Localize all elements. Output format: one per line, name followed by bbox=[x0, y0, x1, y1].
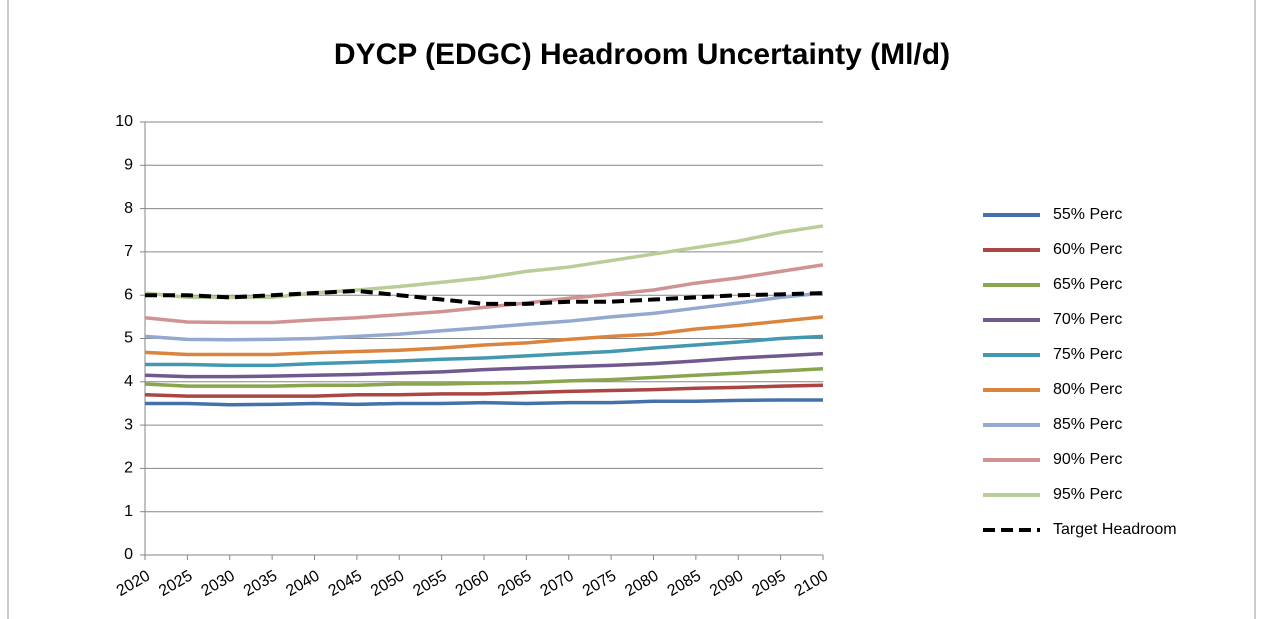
x-tick-label: 2065 bbox=[495, 567, 534, 600]
series-line bbox=[144, 224, 824, 300]
y-tick-label: 0 bbox=[124, 546, 133, 563]
x-tick-label: 2060 bbox=[453, 567, 492, 600]
x-tick-label: 2095 bbox=[749, 567, 788, 600]
x-tick-label: 2100 bbox=[792, 567, 831, 600]
series-line bbox=[144, 351, 824, 379]
legend-label: 70% Perc bbox=[1053, 311, 1122, 328]
x-tick-label: 2020 bbox=[114, 567, 153, 600]
y-tick-label: 4 bbox=[124, 373, 133, 390]
x-tick-label: 2090 bbox=[707, 567, 746, 600]
series-line bbox=[144, 383, 824, 398]
legend-label: 90% Perc bbox=[1053, 451, 1122, 468]
chart-title: DYCP (EDGC) Headroom Uncertainty (Ml/d) bbox=[334, 38, 950, 71]
x-tick-label: 2045 bbox=[326, 567, 365, 600]
y-tick-label: 3 bbox=[124, 416, 133, 433]
series-line bbox=[145, 334, 824, 368]
x-tick-label: 2030 bbox=[199, 567, 238, 600]
x-tick-label: 2070 bbox=[538, 567, 577, 600]
x-tick-label: 2035 bbox=[241, 567, 280, 600]
y-tick-label: 5 bbox=[124, 330, 133, 347]
legend-label: 85% Perc bbox=[1053, 416, 1122, 433]
series-line bbox=[145, 288, 824, 306]
x-tick-label: 2080 bbox=[622, 567, 661, 600]
series-line bbox=[144, 315, 824, 357]
y-tick-label: 8 bbox=[124, 200, 133, 217]
y-tick-label: 9 bbox=[124, 157, 133, 174]
x-tick-label: 2085 bbox=[665, 567, 704, 600]
legend-label: 80% Perc bbox=[1053, 381, 1122, 398]
x-tick-label: 2055 bbox=[410, 567, 449, 600]
series-line bbox=[144, 263, 824, 325]
series-line bbox=[144, 367, 824, 388]
x-tick-label: 2050 bbox=[368, 567, 407, 600]
legend-label: 60% Perc bbox=[1053, 241, 1122, 258]
legend-label: 75% Perc bbox=[1053, 346, 1122, 363]
x-tick-label: 2075 bbox=[580, 567, 619, 600]
y-tick-label: 1 bbox=[124, 503, 133, 520]
legend-label: 95% Perc bbox=[1053, 486, 1122, 503]
y-tick-label: 6 bbox=[124, 286, 133, 303]
series-line bbox=[144, 291, 824, 342]
legend-label: 65% Perc bbox=[1053, 276, 1122, 293]
legend-label: 55% Perc bbox=[1053, 206, 1122, 223]
y-tick-label: 10 bbox=[115, 113, 133, 130]
series-line bbox=[145, 398, 823, 407]
y-tick-label: 2 bbox=[124, 460, 133, 477]
x-tick-label: 2040 bbox=[283, 567, 322, 600]
x-tick-label: 2025 bbox=[156, 567, 195, 600]
y-tick-label: 7 bbox=[124, 243, 133, 260]
legend-label: Target Headroom bbox=[1053, 521, 1177, 538]
